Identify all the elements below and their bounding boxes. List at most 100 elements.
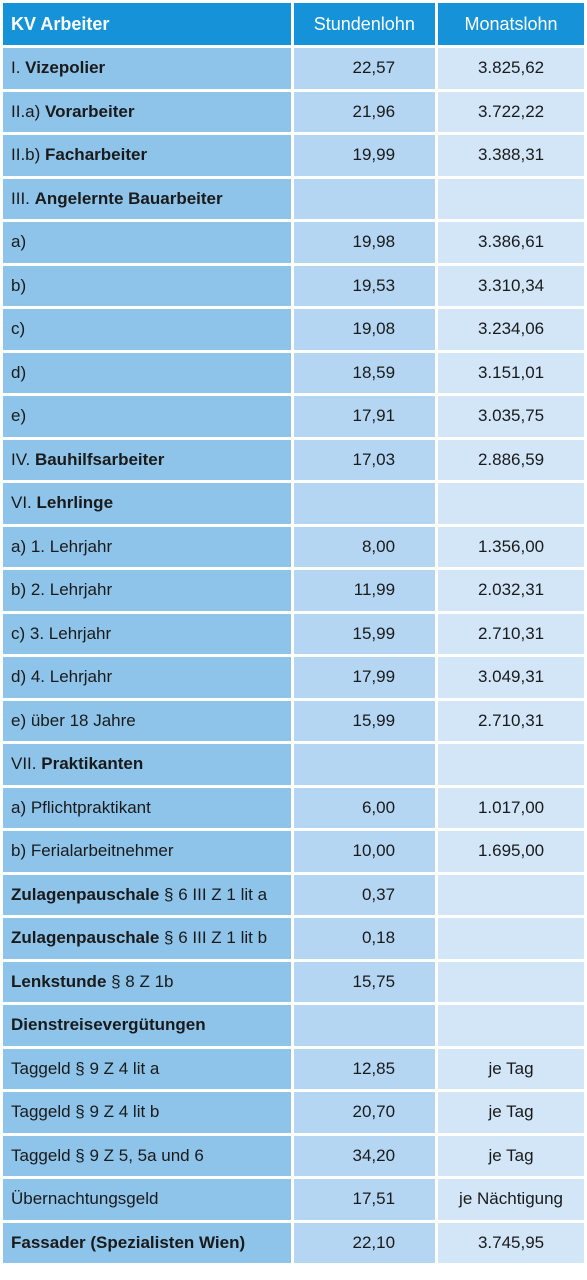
row-label: Fassader (Spezialisten Wien) <box>3 1222 291 1263</box>
row-label: Taggeld § 9 Z 5, 5a und 6 <box>3 1135 291 1176</box>
row-label: IV. Bauhilfsarbeiter <box>3 439 291 480</box>
hourly-wage: 15,99 <box>293 700 436 741</box>
monthly-wage: 1.017,00 <box>438 787 584 828</box>
table-row: a) Pflichtpraktikant 6,00 1.017,00 <box>3 787 584 828</box>
row-label-prefix: a) <box>11 232 27 252</box>
row-label-prefix: Taggeld § 9 Z 4 lit b <box>11 1102 160 1122</box>
row-label-bold: Praktikanten <box>41 754 144 774</box>
table-row: b) Ferialarbeitnehmer 10,00 1.695,00 <box>3 831 584 872</box>
row-label-prefix: II.a) <box>11 101 46 121</box>
row-label: b) 2. Lehrjahr <box>3 570 291 611</box>
table-row: Zulagenpauschale § 6 III Z 1 lit a 0,37 <box>3 874 584 915</box>
table-row: IV. Bauhilfsarbeiter 17,03 2.886,59 <box>3 439 584 480</box>
hourly-wage: 8,00 <box>293 526 436 567</box>
monthly-wage <box>438 918 584 959</box>
monthly-wage: 3.151,01 <box>438 352 584 393</box>
monthly-wage: 1.695,00 <box>438 831 584 872</box>
hourly-wage: 15,75 <box>293 961 436 1002</box>
monthly-wage <box>438 874 584 915</box>
table-row: Taggeld § 9 Z 4 lit b 20,70 je Tag <box>3 1092 584 1133</box>
monthly-wage <box>438 1005 584 1046</box>
monthly-wage: 3.388,31 <box>438 135 584 176</box>
table-row: VII. Praktikanten <box>3 744 584 785</box>
row-label: Zulagenpauschale § 6 III Z 1 lit a <box>3 874 291 915</box>
hourly-wage: 21,96 <box>293 91 436 132</box>
row-label: a) 1. Lehrjahr <box>3 526 291 567</box>
hourly-wage: 0,37 <box>293 874 436 915</box>
row-label-prefix: VII. <box>11 754 42 774</box>
row-label-suffix: § 8 Z 1b <box>106 971 174 991</box>
row-label: d) <box>3 352 291 393</box>
column-header-hourly: Stundenlohn <box>293 3 436 45</box>
monthly-wage: 2.710,31 <box>438 700 584 741</box>
monthly-wage <box>438 483 584 524</box>
table-row: I. Vizepolier 22,57 3.825,62 <box>3 48 584 89</box>
row-label-prefix: II.b) <box>11 145 46 165</box>
monthly-wage: 2.032,31 <box>438 570 584 611</box>
row-label: II.a) Vorarbeiter <box>3 91 291 132</box>
hourly-wage: 22,57 <box>293 48 436 89</box>
hourly-wage <box>293 744 436 785</box>
row-label-suffix: § 6 III Z 1 lit a <box>159 884 268 904</box>
hourly-wage: 19,08 <box>293 309 436 350</box>
hourly-wage: 18,59 <box>293 352 436 393</box>
row-label: b) Ferialarbeitnehmer <box>3 831 291 872</box>
hourly-wage: 19,53 <box>293 265 436 306</box>
row-label: c) <box>3 309 291 350</box>
row-label-bold: Lehrlinge <box>36 493 114 513</box>
monthly-wage: je Nächtigung <box>438 1179 584 1220</box>
row-label-suffix: § 6 III Z 1 lit b <box>159 928 268 948</box>
row-label: a) <box>3 222 291 263</box>
monthly-wage: 3.825,62 <box>438 48 584 89</box>
monthly-wage: 2.710,31 <box>438 613 584 654</box>
row-label: a) Pflichtpraktikant <box>3 787 291 828</box>
table-title: KV Arbeiter <box>3 3 291 45</box>
hourly-wage: 10,00 <box>293 831 436 872</box>
row-label: e) über 18 Jahre <box>3 700 291 741</box>
monthly-wage: 3.049,31 <box>438 657 584 698</box>
row-label: Dienstreisevergütungen <box>3 1005 291 1046</box>
hourly-wage <box>293 483 436 524</box>
row-label: VI. Lehrlinge <box>3 483 291 524</box>
table-row: a) 1. Lehrjahr 8,00 1.356,00 <box>3 526 584 567</box>
monthly-wage: 3.234,06 <box>438 309 584 350</box>
hourly-wage: 11,99 <box>293 570 436 611</box>
hourly-wage: 17,99 <box>293 657 436 698</box>
row-label-prefix: c) 3. Lehrjahr <box>11 623 112 643</box>
table-row: d) 4. Lehrjahr 17,99 3.049,31 <box>3 657 584 698</box>
table-row: d) 18,59 3.151,01 <box>3 352 584 393</box>
row-label: Lenkstunde § 8 Z 1b <box>3 961 291 1002</box>
column-header-monthly: Monatslohn <box>438 3 584 45</box>
row-label-bold: Facharbeiter <box>45 145 148 165</box>
row-label: VII. Praktikanten <box>3 744 291 785</box>
row-label: I. Vizepolier <box>3 48 291 89</box>
monthly-wage: 3.310,34 <box>438 265 584 306</box>
row-label-prefix: b) <box>11 275 27 295</box>
row-label-prefix: d) <box>11 362 27 382</box>
row-label: e) <box>3 396 291 437</box>
row-label: II.b) Facharbeiter <box>3 135 291 176</box>
row-label-bold: Vizepolier <box>25 58 106 78</box>
hourly-wage: 17,91 <box>293 396 436 437</box>
table-row: VI. Lehrlinge <box>3 483 584 524</box>
monthly-wage <box>438 961 584 1002</box>
hourly-wage <box>293 178 436 219</box>
table-row: Taggeld § 9 Z 5, 5a und 6 34,20 je Tag <box>3 1135 584 1176</box>
table-row: b) 19,53 3.310,34 <box>3 265 584 306</box>
hourly-wage: 17,03 <box>293 439 436 480</box>
row-label-bold: Zulagenpauschale <box>11 884 160 904</box>
row-label-bold: Vorarbeiter <box>45 101 135 121</box>
table-row: c) 3. Lehrjahr 15,99 2.710,31 <box>3 613 584 654</box>
table-body: I. Vizepolier 22,57 3.825,62 II.a) Vorarbei… <box>3 48 584 1263</box>
hourly-wage: 12,85 <box>293 1048 436 1089</box>
table-row: a) 19,98 3.386,61 <box>3 222 584 263</box>
row-label-bold: Angelernte Bauarbeiter <box>34 188 223 208</box>
row-label-prefix: VI. <box>11 493 37 513</box>
row-label-prefix: e) <box>11 406 27 426</box>
table-row: e) über 18 Jahre 15,99 2.710,31 <box>3 700 584 741</box>
hourly-wage: 19,98 <box>293 222 436 263</box>
monthly-wage: 3.745,95 <box>438 1222 584 1263</box>
row-label-prefix: b) 2. Lehrjahr <box>11 580 113 600</box>
table-row: c) 19,08 3.234,06 <box>3 309 584 350</box>
